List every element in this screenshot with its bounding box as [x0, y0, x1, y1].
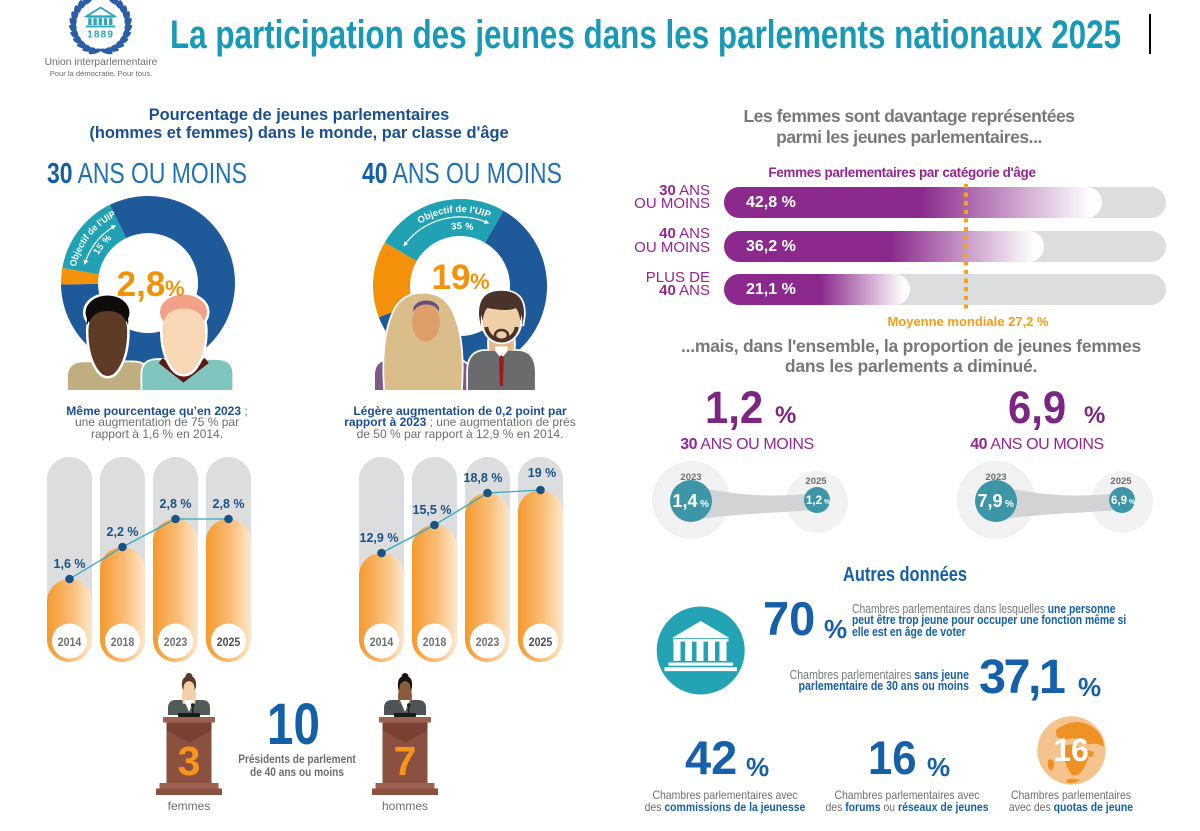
svg-text:15,5 %: 15,5 %: [413, 503, 452, 517]
svg-text:19: 19: [432, 258, 471, 297]
svg-text:7,9: 7,9: [977, 491, 1002, 511]
svg-text:2023: 2023: [476, 637, 500, 649]
svg-text:6,9: 6,9: [1111, 495, 1127, 507]
svg-text:12,9 %: 12,9 %: [360, 531, 399, 545]
svg-text:%: %: [1005, 499, 1014, 510]
svg-text:%: %: [700, 499, 709, 510]
svg-text:1,6 %: 1,6 %: [54, 557, 86, 571]
svg-text:2025: 2025: [1110, 476, 1132, 487]
svg-text:16: 16: [1053, 732, 1089, 768]
svg-text:3: 3: [178, 738, 201, 784]
svg-text:1889: 1889: [87, 30, 114, 41]
svg-text:2023: 2023: [164, 637, 188, 649]
svg-text:2,8: 2,8: [117, 265, 166, 304]
svg-text:1,4: 1,4: [672, 491, 697, 511]
svg-text:2023: 2023: [985, 472, 1006, 483]
svg-text:%: %: [1129, 499, 1136, 506]
svg-text:1,2: 1,2: [806, 495, 822, 507]
svg-text:35 %: 35 %: [451, 221, 475, 233]
svg-text:2025: 2025: [805, 476, 827, 487]
svg-text:7: 7: [394, 738, 417, 784]
svg-text:2018: 2018: [423, 637, 447, 649]
svg-text:2014: 2014: [58, 637, 82, 649]
svg-text:2023: 2023: [680, 472, 701, 483]
svg-text:2,8 %: 2,8 %: [213, 497, 245, 511]
svg-text:%: %: [470, 269, 490, 294]
svg-text:2025: 2025: [529, 637, 553, 649]
svg-text:2014: 2014: [370, 637, 394, 649]
svg-text:2,8 %: 2,8 %: [160, 497, 192, 511]
svg-text:19 %: 19 %: [528, 466, 557, 480]
svg-text:18,8 %: 18,8 %: [464, 471, 503, 485]
svg-text:2025: 2025: [217, 637, 241, 649]
svg-text:2018: 2018: [111, 637, 135, 649]
svg-text:%: %: [824, 499, 831, 506]
svg-text:2,2 %: 2,2 %: [107, 525, 139, 539]
svg-text:%: %: [165, 276, 185, 301]
